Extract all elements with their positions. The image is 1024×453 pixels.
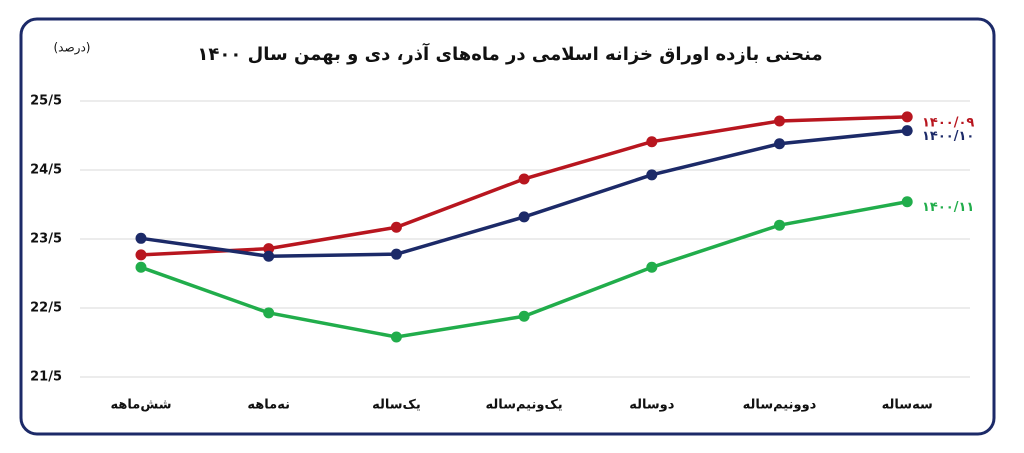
data-point xyxy=(901,125,913,137)
legend-label: ۱۴۰۰/۱۱ xyxy=(922,200,974,215)
data-point xyxy=(135,232,147,244)
data-point xyxy=(135,261,147,273)
legend-label: ۱۴۰۰/۰۹ xyxy=(922,115,974,130)
y-tick-label: 23/5 xyxy=(30,232,62,247)
x-tick-label: دوونیم‌ساله xyxy=(743,398,817,413)
data-point xyxy=(518,310,530,322)
data-point xyxy=(263,250,275,262)
y-axis-label: (درصد) xyxy=(54,41,91,56)
frame xyxy=(19,17,996,436)
data-point xyxy=(263,243,275,255)
data-point xyxy=(646,169,658,181)
x-tick-label: یک‌ونیم‌ساله xyxy=(486,398,563,413)
data-point xyxy=(901,111,913,123)
data-point xyxy=(518,211,530,223)
x-tick-label: سه‌ساله xyxy=(882,398,933,413)
chart-title: منحنی بازده اوراق خزانه اسلامی در ماه‌ها… xyxy=(197,42,822,65)
data-point xyxy=(135,249,147,261)
data-point xyxy=(390,221,402,233)
x-tick-label: یک‌ساله xyxy=(372,398,421,413)
legend-label: ۱۴۰۰/۱۰ xyxy=(922,129,974,144)
y-tick-label: 25/5 xyxy=(30,94,62,109)
x-tick-label: نه‌ماهه xyxy=(247,398,290,413)
data-point xyxy=(390,248,402,260)
data-point xyxy=(518,173,530,185)
data-point xyxy=(774,138,785,150)
data-point xyxy=(774,219,785,231)
y-tick-label: 24/5 xyxy=(30,163,62,178)
x-tick-label: شش‌ماهه xyxy=(111,398,172,413)
data-point xyxy=(774,115,785,127)
data-point xyxy=(646,136,658,148)
data-point xyxy=(901,196,913,208)
data-point xyxy=(390,331,402,343)
y-tick-label: 22/5 xyxy=(30,301,62,316)
y-tick-label: 21/5 xyxy=(30,370,62,385)
data-point xyxy=(263,307,275,319)
data-point xyxy=(646,261,658,273)
x-tick-label: دوساله xyxy=(629,398,675,413)
